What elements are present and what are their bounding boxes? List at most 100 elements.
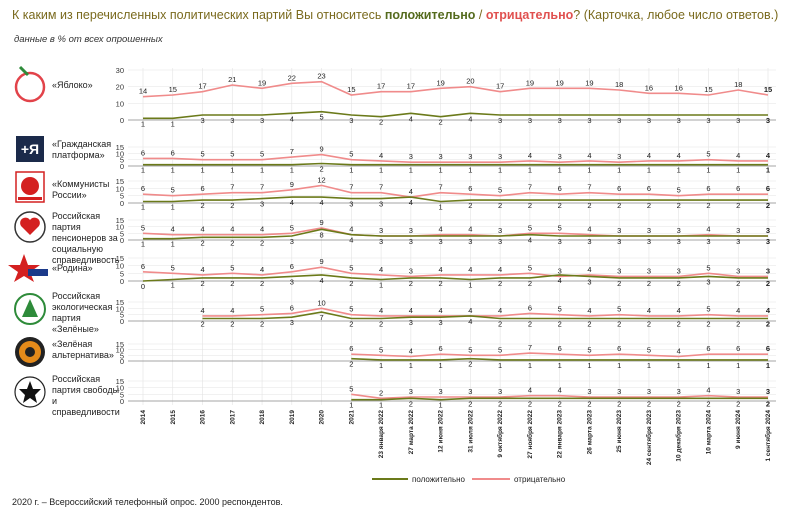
x-tick-label: 2021 (348, 410, 355, 425)
positive-series-data-label: 1 (141, 119, 145, 128)
negative-series-data-label: 7 (290, 147, 294, 156)
positive-series-data-label: 3 (498, 237, 502, 246)
positive-series-data-label: 3 (290, 277, 294, 286)
positive-series-data-label: 1 (379, 361, 383, 370)
negative-series-data-label: 6 (141, 148, 145, 157)
positive-series-data-label: 3 (379, 200, 383, 209)
negative-series-data-label: 4 (468, 265, 472, 274)
positive-series-data-label: 2 (230, 238, 234, 247)
negative-series-data-label: 6 (171, 148, 175, 157)
positive-series-data-label: 3 (528, 116, 532, 125)
x-tick-label: 2016 (200, 410, 207, 425)
negative-series-data-label: 6 (349, 344, 353, 353)
y-tick-label: 15 (116, 298, 124, 307)
positive-series-data-label: 1 (439, 361, 443, 370)
negative-series-data-label: 5 (260, 305, 264, 314)
positive-series-data-label: 2 (409, 279, 413, 288)
positive-series-data-label: 2 (647, 201, 651, 210)
positive-series-data-label: 2 (379, 118, 383, 127)
positive-series-data-label: 2 (439, 118, 443, 127)
x-tick-label: 2017 (229, 410, 236, 425)
negative-series-data-label: 4 (587, 151, 591, 160)
negative-series-data-label: 3 (498, 387, 502, 396)
positive-series-data-label: 1 (200, 166, 204, 175)
negative-series-data-label: 7 (230, 183, 234, 192)
positive-series-data-label: 3 (498, 116, 502, 125)
positive-series-data-label: 1 (468, 166, 472, 175)
negative-series-data-label: 7 (439, 183, 443, 192)
positive-series-data-label: 2 (200, 279, 204, 288)
positive-series-data-label: 3 (766, 116, 770, 125)
negative-series-data-label: 16 (675, 83, 683, 92)
positive-series-data-label: 3 (706, 237, 710, 246)
zelenaya-alternativa-logo-icon (15, 337, 45, 367)
negative-series-data-label: 5 (349, 305, 353, 314)
positive-series-data-label: 2 (617, 319, 621, 328)
party-name-label: Российская партия свободы и справедливос… (52, 374, 120, 417)
positive-series-data-label: 4 (468, 317, 472, 326)
positive-series-data-label: 2 (260, 319, 264, 328)
negative-series-line (142, 227, 768, 237)
positive-series-data-label: 5 (319, 113, 323, 122)
x-tick-label: 27 марта 2022 (408, 410, 415, 455)
negative-series-data-label: 4 (468, 225, 472, 234)
negative-series-data-label: 4 (766, 151, 771, 160)
positive-series-data-label: 2 (349, 319, 353, 328)
x-tick-label: 1 сентября 2024 (764, 410, 772, 462)
positive-series-data-label: 3 (558, 237, 562, 246)
positive-series-data-label: 1 (766, 166, 770, 175)
positive-series-data-label: 3 (290, 318, 294, 327)
positive-series-data-label: 2 (200, 238, 204, 247)
positive-series-data-label: 3 (379, 237, 383, 246)
positive-series-data-label: 2 (260, 238, 264, 247)
negative-series-data-label: 5 (171, 186, 175, 195)
negative-series-data-label: 4 (587, 265, 591, 274)
negative-series-data-label: 4 (677, 151, 681, 160)
x-tick-label: 2014 (140, 410, 147, 425)
positive-series-data-label: 1 (171, 119, 175, 128)
legend: положительно отрицательно (372, 475, 566, 484)
negative-series-data-label: 7 (528, 183, 532, 192)
positive-series-data-label: 2 (528, 279, 532, 288)
negative-series-data-label: 4 (379, 151, 383, 160)
yabloko-logo-icon (14, 65, 46, 103)
negative-series-data-label: 5 (379, 345, 383, 354)
negative-series-data-label: 4 (171, 225, 175, 234)
negative-series-data-label: 5 (528, 223, 532, 232)
negative-series-data-label: 4 (766, 306, 771, 315)
negative-series-data-label: 5 (647, 345, 651, 354)
positive-series-data-label: 2 (587, 399, 591, 408)
negative-series-line (143, 153, 768, 164)
positive-series-data-label: 3 (706, 277, 710, 286)
negative-series-data-label: 5 (349, 263, 353, 272)
negative-series-data-label: 4 (379, 306, 383, 315)
y-tick-label: 20 (116, 83, 124, 92)
positive-series-data-label: 2 (647, 319, 651, 328)
negative-series-data-label: 3 (647, 266, 651, 275)
negative-series-data-label: 3 (647, 226, 651, 235)
title-text: К каким из перечисленных политических па… (12, 8, 382, 22)
y-tick-label: 0 (120, 397, 124, 406)
positive-series-data-label: 3 (439, 237, 443, 246)
positive-series-data-label: 1 (379, 280, 383, 289)
negative-series-data-label: 3 (677, 226, 681, 235)
negative-series-data-label: 5 (498, 186, 502, 195)
svg-text:+Я: +Я (21, 141, 39, 157)
negative-series-data-label: 3 (647, 387, 651, 396)
negative-series-data-label: 4 (587, 225, 591, 234)
x-tick-label: 2019 (289, 410, 296, 425)
positive-series-data-label: 1 (736, 361, 740, 370)
negative-series-data-label: 3 (498, 226, 502, 235)
positive-series-data-label: 2 (230, 201, 234, 210)
x-tick-label: 9 июня 2024 (735, 410, 742, 449)
positive-series-data-label: 2 (439, 279, 443, 288)
negative-series-data-label: 4 (706, 386, 710, 395)
negative-series-data-label: 7 (379, 183, 383, 192)
y-tick-label: 10 (116, 99, 124, 108)
positive-series-data-label: 4 (409, 198, 413, 207)
negative-series-data-label: 4 (230, 225, 234, 234)
y-tick-label: 10 (116, 346, 124, 355)
negative-series-data-label: 2 (379, 388, 383, 397)
positive-series-line (143, 196, 768, 203)
